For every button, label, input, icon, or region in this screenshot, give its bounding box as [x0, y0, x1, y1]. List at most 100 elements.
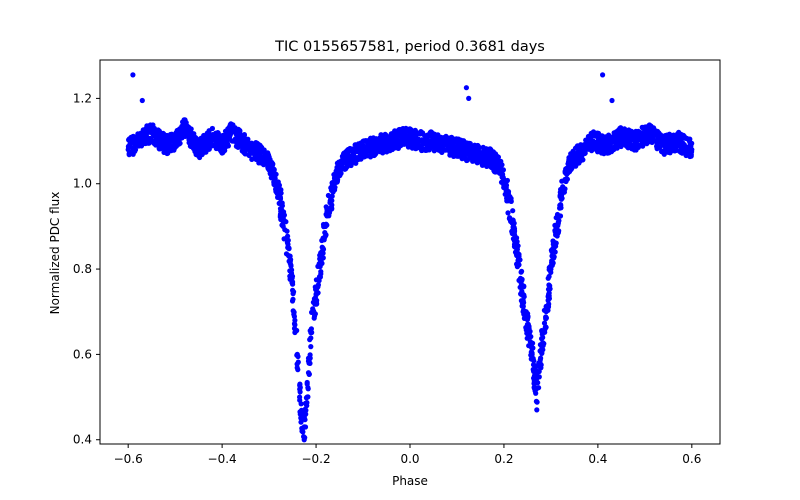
data-point — [234, 127, 240, 133]
data-point — [299, 415, 305, 421]
data-point — [635, 144, 642, 150]
data-point — [313, 292, 319, 298]
data-point — [205, 132, 211, 138]
data-point — [291, 309, 297, 315]
data-point — [403, 125, 409, 131]
data-point — [135, 138, 141, 144]
data-point — [329, 205, 335, 211]
data-point — [566, 155, 572, 161]
data-point — [519, 268, 525, 274]
data-point — [304, 394, 310, 400]
data-point — [520, 302, 526, 309]
data-point — [180, 132, 187, 138]
data-point — [495, 159, 501, 165]
data-point — [265, 152, 272, 158]
data-point — [619, 141, 625, 147]
data-point — [515, 261, 521, 267]
data-point — [308, 344, 314, 350]
y-tick-label: 0.4 — [73, 433, 92, 447]
outlier-point — [534, 407, 540, 413]
x-tick-label: −0.4 — [208, 452, 237, 466]
data-point — [598, 141, 604, 147]
data-point — [292, 317, 298, 323]
data-point — [289, 275, 295, 281]
data-point — [641, 126, 648, 132]
data-point — [464, 157, 470, 164]
data-point — [506, 198, 512, 204]
data-point — [678, 131, 684, 137]
data-point — [284, 235, 290, 241]
data-point — [157, 134, 163, 140]
data-point — [512, 244, 518, 250]
data-point — [257, 151, 263, 157]
data-point — [271, 172, 277, 178]
data-point — [149, 129, 155, 136]
data-point — [308, 330, 314, 336]
data-point — [514, 249, 520, 255]
data-point — [219, 150, 225, 156]
data-point — [235, 144, 241, 150]
data-point — [221, 136, 227, 142]
data-point — [187, 139, 193, 145]
data-point — [590, 132, 596, 138]
data-point — [651, 127, 657, 133]
data-point — [530, 362, 537, 368]
data-point — [266, 159, 272, 165]
data-point — [247, 147, 253, 153]
data-point — [492, 155, 498, 161]
data-point — [689, 147, 695, 153]
y-tick-label: 0.6 — [73, 347, 92, 361]
data-point — [542, 324, 548, 330]
data-point — [675, 138, 681, 144]
data-point — [525, 313, 531, 319]
plot-area: −0.6 −0.4 −0.2 0.0 0.2 0.4 0.6 0.4 0.6 0.8 1.0 1.2 — [73, 59, 721, 466]
data-point — [534, 385, 540, 392]
data-point — [548, 266, 554, 272]
data-point — [249, 156, 255, 162]
data-point — [130, 148, 136, 154]
data-point — [287, 268, 293, 274]
data-point — [128, 134, 134, 140]
data-point — [187, 143, 193, 149]
data-point — [515, 257, 521, 264]
data-point — [342, 166, 348, 172]
outlier-point — [463, 85, 469, 91]
data-point — [219, 142, 225, 148]
data-point — [235, 131, 241, 138]
data-point — [608, 149, 615, 155]
data-point — [297, 384, 303, 391]
data-point — [301, 411, 307, 417]
y-tick-label: 1.0 — [73, 177, 92, 191]
data-point — [168, 148, 174, 154]
data-point — [373, 136, 379, 143]
data-point — [557, 189, 563, 195]
data-point — [204, 144, 210, 150]
data-point — [543, 309, 549, 315]
data-point — [340, 156, 346, 162]
data-point — [277, 194, 283, 200]
data-point — [309, 309, 315, 315]
data-point — [521, 308, 528, 314]
data-point — [279, 203, 285, 209]
data-point — [196, 147, 202, 153]
data-point — [618, 125, 624, 131]
data-point — [181, 125, 188, 131]
data-point — [334, 172, 341, 178]
data-point — [378, 132, 384, 138]
data-point — [466, 141, 472, 147]
data-point — [461, 138, 467, 144]
data-point — [306, 360, 312, 366]
data-point — [530, 340, 536, 346]
data-point — [646, 129, 653, 136]
x-tick-label: −0.2 — [301, 452, 330, 466]
data-point — [238, 138, 244, 144]
data-point — [322, 223, 329, 229]
data-point — [612, 134, 618, 140]
data-point — [326, 209, 332, 215]
data-point — [318, 269, 324, 275]
data-point — [585, 138, 591, 144]
data-point — [307, 355, 313, 361]
data-point — [157, 138, 163, 144]
data-point — [286, 258, 292, 264]
y-tick-label: 0.8 — [73, 262, 92, 276]
